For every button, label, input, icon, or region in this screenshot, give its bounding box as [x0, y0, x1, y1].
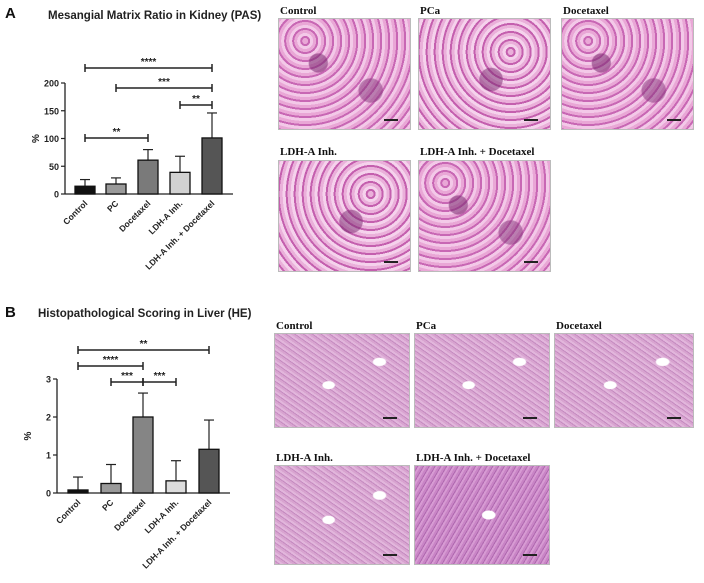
- image-label: PCa: [416, 320, 437, 332]
- y-tick-label: 50: [49, 162, 59, 172]
- y-tick-label: 200: [44, 79, 59, 89]
- chart-title-b: Histopathological Scoring in Liver (HE): [38, 308, 252, 320]
- bar: [105, 183, 127, 195]
- liver-image-control: [274, 333, 410, 428]
- scale-bar: [383, 417, 397, 419]
- significance-label: **: [113, 127, 121, 138]
- scale-bar: [667, 119, 681, 121]
- bar: [132, 416, 154, 494]
- scale-bar: [667, 417, 681, 419]
- significance-label: **: [192, 94, 200, 105]
- x-tick-label: Control: [54, 497, 82, 525]
- chart-title-a: Mesangial Matrix Ratio in Kidney (PAS): [48, 10, 262, 22]
- image-label: PCa: [420, 5, 441, 17]
- significance-label: ****: [103, 355, 119, 366]
- significance-label: ***: [121, 371, 133, 382]
- liver-image-ldha: [274, 465, 410, 565]
- scale-bar: [384, 261, 398, 263]
- significance-label: ***: [154, 371, 166, 382]
- image-label: LDH-A Inh.: [280, 146, 337, 158]
- image-label: LDH-A Inh.: [276, 452, 333, 464]
- image-label: LDH-A Inh. + Docetaxel: [420, 146, 535, 158]
- significance-label: ***: [158, 77, 170, 88]
- y-tick-label: 100: [44, 134, 59, 144]
- y-tick-label: 1: [46, 451, 51, 461]
- liver-image-docetaxel: [554, 333, 694, 428]
- significance-label: **: [140, 339, 148, 350]
- bar: [137, 159, 159, 195]
- scale-bar: [524, 119, 538, 121]
- kidney-image-ldha-docetaxel: [418, 160, 551, 272]
- image-label: Control: [280, 5, 317, 17]
- y-tick-label: 3: [46, 375, 51, 385]
- image-label: Docetaxel: [563, 5, 609, 17]
- panel-letter-b: B: [5, 304, 16, 321]
- image-label: Control: [276, 320, 313, 332]
- x-tick-label: LDH-A Inh. + Docetaxel: [140, 497, 213, 570]
- scale-bar: [524, 261, 538, 263]
- kidney-image-pca: [418, 18, 551, 130]
- y-tick-label: 0: [54, 190, 59, 200]
- bar: [169, 171, 191, 195]
- bar: [74, 185, 96, 195]
- bar: [67, 489, 89, 494]
- y-axis-label: %: [23, 431, 34, 440]
- scale-bar: [523, 554, 537, 556]
- bar: [100, 482, 122, 494]
- scale-bar: [523, 417, 537, 419]
- bar: [198, 448, 220, 494]
- scale-bar: [384, 119, 398, 121]
- scale-bar: [383, 554, 397, 556]
- bar: [201, 137, 223, 195]
- panel-letter-a: A: [5, 5, 16, 22]
- y-tick-label: 2: [46, 413, 51, 423]
- kidney-image-docetaxel: [561, 18, 694, 130]
- y-axis-label: %: [31, 134, 42, 143]
- image-label: Docetaxel: [556, 320, 602, 332]
- kidney-image-control: [278, 18, 411, 130]
- y-tick-label: 150: [44, 106, 59, 116]
- bar: [165, 480, 187, 494]
- kidney-image-ldha: [278, 160, 411, 272]
- liver-image-ldha-docetaxel: [414, 465, 550, 565]
- y-tick-label: 0: [46, 489, 51, 499]
- significance-label: ****: [141, 57, 157, 68]
- image-label: LDH-A Inh. + Docetaxel: [416, 452, 531, 464]
- liver-image-pca: [414, 333, 550, 428]
- x-tick-label: PC: [100, 497, 115, 512]
